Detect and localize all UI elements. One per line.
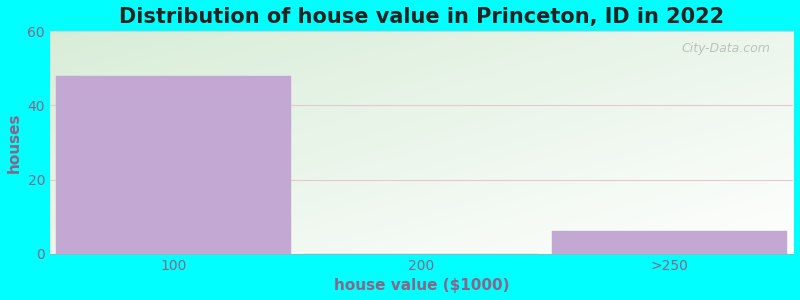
Bar [56,76,291,253]
Y-axis label: houses: houses [7,112,22,173]
Title: Distribution of house value in Princeton, ID in 2022: Distribution of house value in Princeton… [119,7,724,27]
Text: City-Data.com: City-Data.com [682,42,770,56]
X-axis label: house value ($1000): house value ($1000) [334,278,510,293]
Bar [551,231,787,254]
